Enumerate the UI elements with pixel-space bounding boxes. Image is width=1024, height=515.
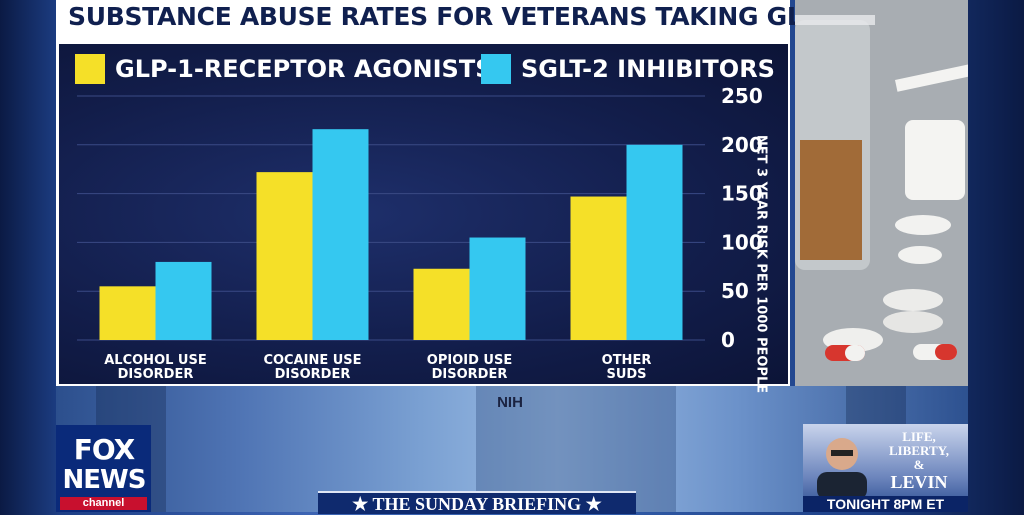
source-label-text: NIH [497, 394, 523, 411]
y-tick-label: 250 [721, 84, 763, 108]
host-portrait-icon [817, 438, 867, 500]
y-tick-label: 200 [721, 133, 763, 157]
promo-show-title: LIFE, LIBERTY, & LEVIN [873, 429, 965, 493]
promo-show-line-4: LEVIN [890, 472, 948, 492]
chart-area: GLP-1-RECEPTOR AGONISTS SGLT-2 INHIBITOR… [59, 44, 788, 393]
show-promo: LIFE, LIBERTY, & LEVIN TONIGHT 8PM ET [803, 424, 968, 512]
fox-news-logo: FOX NEWS channel [56, 425, 151, 512]
legend-item-glp1: GLP-1-RECEPTOR AGONISTS [75, 54, 493, 84]
source-label: NIH [470, 394, 550, 416]
logo-line-1: FOX [73, 433, 136, 466]
logo-line-2: NEWS [62, 465, 147, 495]
bar [155, 261, 212, 340]
legend-item-sglt2: SGLT-2 INHIBITORS [481, 54, 775, 84]
x-tick-label: DISORDER [432, 367, 508, 382]
y-tick-label: 0 [721, 328, 735, 352]
pills-and-glass-illustration [795, 0, 968, 386]
x-tick-label: DISORDER [118, 367, 194, 382]
chart-title: SUBSTANCE ABUSE RATES FOR VETERANS TAKIN… [68, 2, 875, 31]
promo-time: TONIGHT 8PM ET [803, 496, 968, 512]
bar [312, 129, 369, 340]
y-axis-label: NET 3 YEAR RISK PER 1000 PEOPLE [753, 134, 769, 394]
bar [256, 172, 313, 340]
bar [99, 286, 156, 340]
x-tick-label: SUDS [606, 367, 646, 382]
title-bar: SUBSTANCE ABUSE RATES FOR VETERANS TAKIN… [56, 0, 874, 38]
legend-label-sglt2: SGLT-2 INHIBITORS [521, 55, 775, 83]
promo-show-line-1: LIFE, [902, 429, 936, 444]
x-tick-label: OPIOID USE [427, 353, 512, 368]
promo-show-line-3: & [913, 457, 925, 472]
legend-label-glp1: GLP-1-RECEPTOR AGONISTS [115, 55, 493, 83]
stock-photo [795, 0, 968, 386]
program-bar: ★ THE SUNDAY BRIEFING ★ [318, 491, 636, 514]
bar [413, 268, 470, 340]
bar [469, 237, 526, 340]
promo-show-line-2: LIBERTY, [888, 443, 950, 458]
chart-legend: GLP-1-RECEPTOR AGONISTS SGLT-2 INHIBITOR… [59, 44, 788, 94]
x-tick-label: DISORDER [275, 367, 351, 382]
legend-swatch-glp1 [75, 54, 105, 84]
program-title: ★ THE SUNDAY BRIEFING ★ [352, 494, 602, 514]
y-tick-label: 150 [721, 182, 763, 206]
y-tick-label: 100 [721, 230, 763, 254]
y-tick-label: 50 [721, 279, 749, 303]
x-tick-label: COCAINE USE [263, 353, 361, 368]
x-tick-label: OTHER [602, 353, 652, 368]
bar [570, 196, 627, 340]
bar [626, 144, 683, 340]
logo-line-3: channel [60, 497, 147, 510]
x-tick-label: ALCOHOL USE [104, 353, 206, 368]
legend-swatch-sglt2 [481, 54, 511, 84]
